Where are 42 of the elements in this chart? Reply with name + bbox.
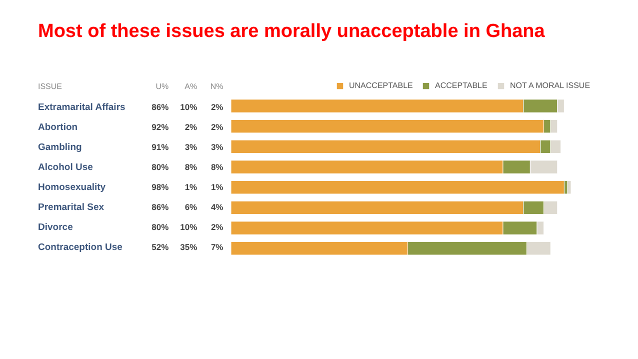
data-label: 92% [152,122,170,132]
data-label: 4% [210,202,224,212]
legend-label: ACCEPTABLE [435,81,488,90]
y-tick-label: Abortion [38,122,78,133]
data-label: 3% [184,142,198,152]
bar [567,180,572,194]
data-label: 86% [152,102,170,112]
data-label: 2% [210,102,224,112]
y-tick-label: Alcohol Use [38,162,93,173]
text: U% [156,82,169,91]
data-label: 3% [210,142,224,152]
data-label: 6% [184,202,198,212]
y-tick-label: Gambling [38,142,82,153]
data-label: 2% [184,122,198,132]
data-label: 10% [180,222,198,232]
data-label: 1% [184,182,198,192]
data-label: 2% [210,222,224,232]
y-tick-label: Divorce [38,222,73,233]
data-label: 7% [210,242,224,252]
text: N% [210,82,224,91]
data-label: 52% [152,242,170,252]
data-label: 35% [180,242,198,252]
chart-title: Most of these issues are morally unacceptable in Ghana [38,21,546,42]
data-label: 91% [152,142,170,152]
bar [230,180,564,194]
data-label: 1% [210,182,224,192]
y-tick-label: Extramarital Affairs [38,102,126,113]
legend-label: UNACCEPTABLE [349,81,413,90]
data-label: 80% [152,222,170,232]
text: A% [184,82,198,91]
data-label: 10% [180,102,198,112]
data-label: 86% [152,202,170,212]
data-label: 8% [210,162,224,172]
data-label: 2% [210,122,224,132]
data-label: 80% [152,162,170,172]
data-label: 98% [152,182,170,192]
legend-label: NOT A MORAL ISSUE [510,81,590,90]
data-label: 8% [184,162,198,172]
y-tick-label: Premarital Sex [38,202,105,213]
text: ISSUE [38,82,62,91]
y-tick-label: Contraception Use [38,242,122,253]
y-tick-label: Homosexuality [38,182,106,193]
